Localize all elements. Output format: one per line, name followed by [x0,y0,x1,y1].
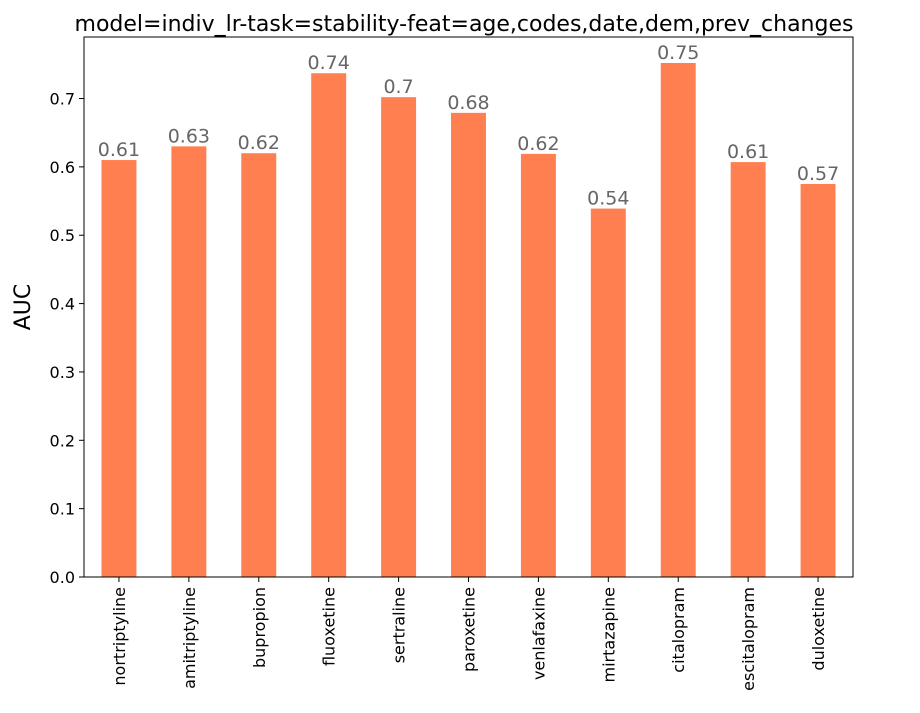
bar-fluoxetine [311,73,347,578]
data-label-citalopram: 0.75 [657,42,699,64]
x-tick-label-fluoxetine: fluoxetine [320,587,339,666]
y-axis-label: AUC [11,284,36,331]
y-tick-label: 0.7 [50,90,75,109]
x-tick-label-mirtazapine: mirtazapine [599,587,618,682]
bar-citalopram [660,62,696,578]
data-label-venlafaxine: 0.62 [517,133,559,155]
bar-escitalopram [730,162,766,577]
data-label-duloxetine: 0.57 [797,163,839,185]
bar-duloxetine [800,183,836,577]
x-tick-label-escitalopram: escitalopram [739,587,758,691]
plot-frame [83,36,854,578]
data-label-amitriptyline: 0.63 [168,125,210,147]
data-label-sertraline: 0.7 [383,76,413,98]
y-tick-label: 0.6 [50,158,75,177]
x-tick-label-duloxetine: duloxetine [809,587,828,671]
x-tick-label-amitriptyline: amitriptyline [180,587,199,689]
chart-title: model=indiv_lr-task=stability-feat=age,c… [75,12,854,37]
y-tick-label: 0.2 [50,431,75,450]
data-label-nortriptyline: 0.61 [98,139,140,161]
data-label-mirtazapine: 0.54 [587,188,629,210]
y-tick-label: 0.3 [50,363,75,382]
bar-venlafaxine [520,153,556,577]
x-tick-label-paroxetine: paroxetine [460,587,479,672]
y-tick-label: 0.0 [50,568,75,587]
data-label-escitalopram: 0.61 [727,141,769,163]
bar-nortriptyline [101,160,137,578]
x-tick-label-sertraline: sertraline [390,587,409,663]
x-tick-label-citalopram: citalopram [669,587,688,673]
bar-bupropion [241,153,277,578]
data-label-bupropion: 0.62 [238,132,280,154]
x-axis: nortriptyline amitriptyline bupropion fluox… [110,577,828,691]
bar-amitriptyline [171,146,207,577]
bar-paroxetine [451,112,486,578]
bars-group [101,62,836,578]
bar-sertraline [381,97,417,577]
data-label-paroxetine: 0.68 [447,92,489,114]
x-tick-label-bupropion: bupropion [250,587,269,668]
y-tick-label: 0.5 [50,226,75,245]
y-tick-label: 0.1 [50,500,75,519]
bar-mirtazapine [590,208,626,577]
data-labels-group: 0.61 0.63 0.62 0.74 0.7 0.68 0.62 0.54 0.75 0.61 0… [98,42,839,210]
y-axis: 0.0 0.1 0.2 0.3 0.4 0.5 0.6 0.7 [50,90,84,587]
x-tick-label-venlafaxine: venlafaxine [529,587,548,680]
data-label-fluoxetine: 0.74 [308,52,350,74]
x-tick-label-nortriptyline: nortriptyline [110,587,129,686]
y-tick-label: 0.4 [50,295,75,314]
